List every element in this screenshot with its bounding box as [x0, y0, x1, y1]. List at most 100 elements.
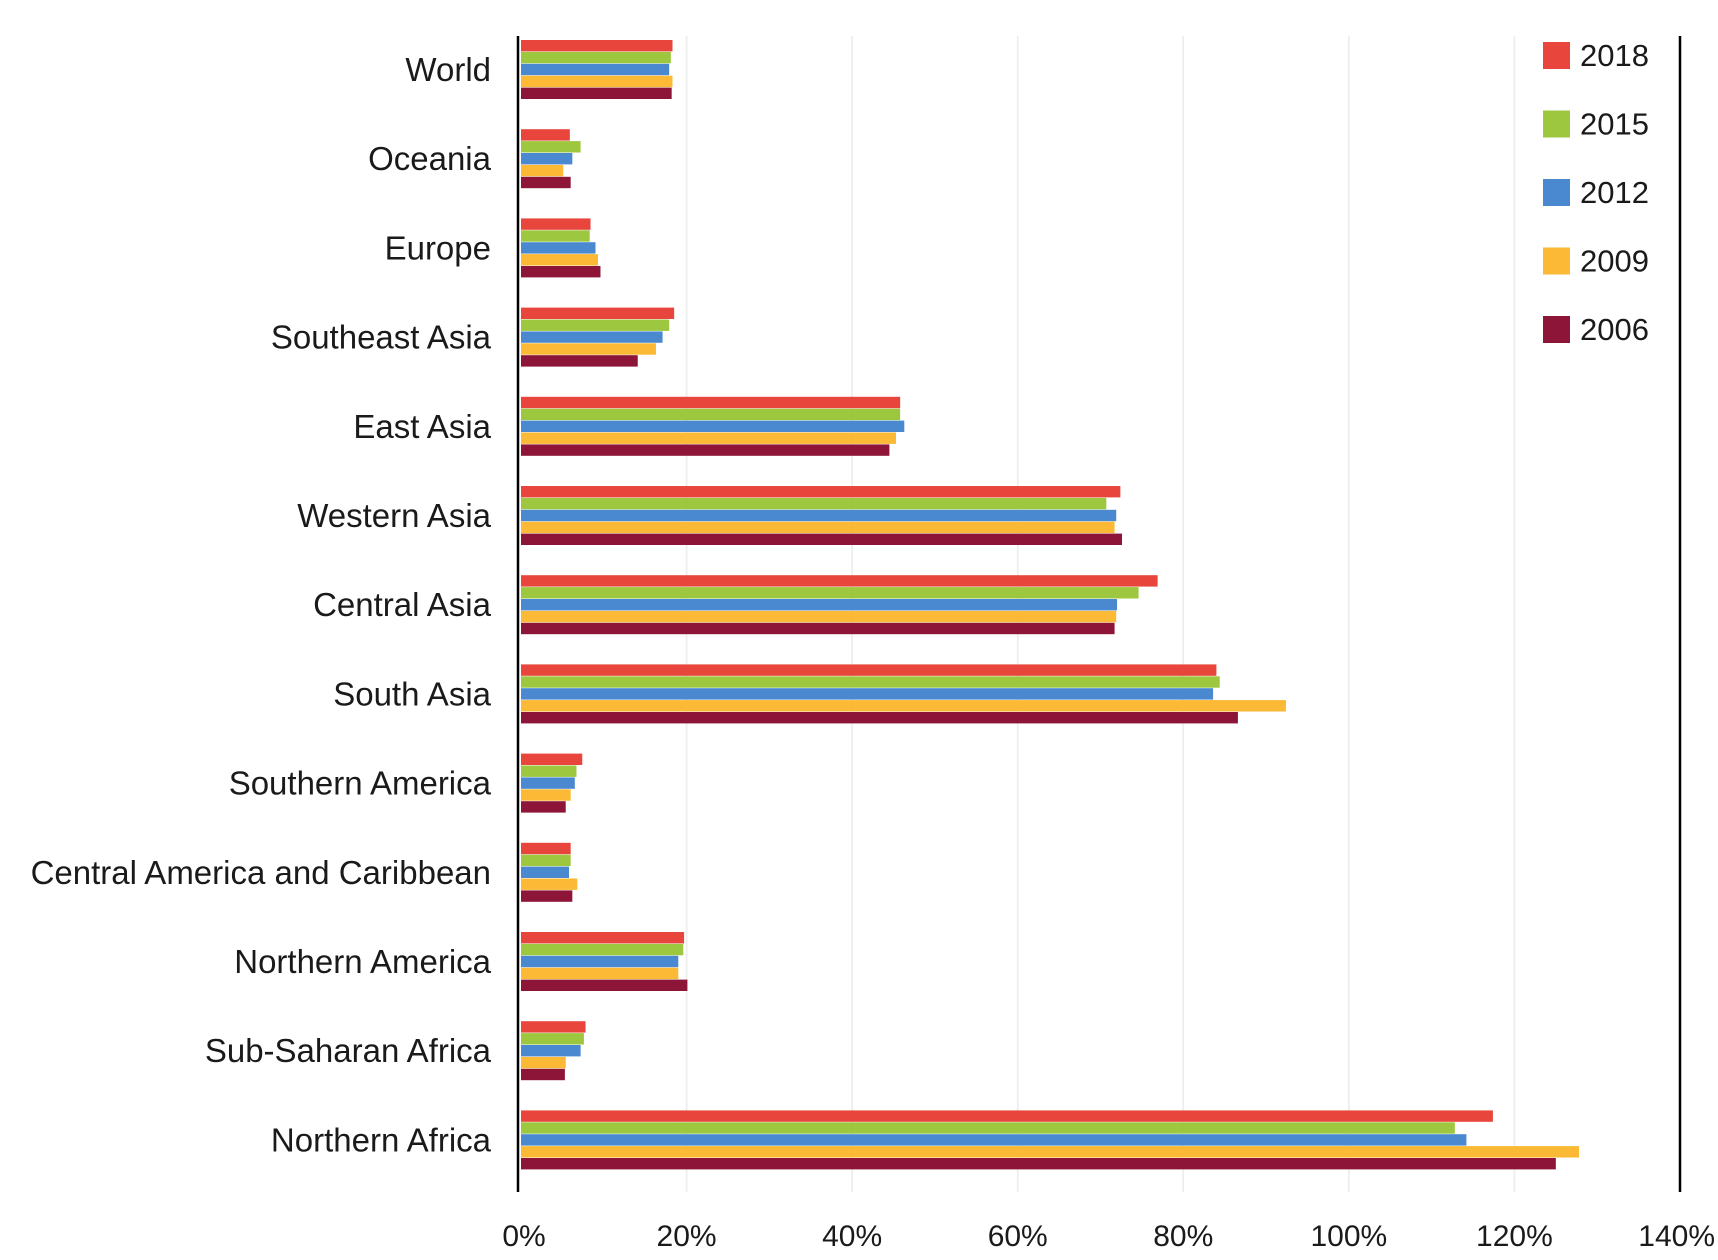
- bar-2006-2: [521, 266, 601, 278]
- bar-2009-8: [521, 789, 571, 801]
- category-label: Southern America: [229, 765, 492, 802]
- bar-2018-10: [521, 932, 685, 944]
- bar-2015-9: [521, 854, 571, 867]
- bar-2015-8: [521, 765, 577, 777]
- legend-swatch-2018: [1543, 42, 1570, 69]
- bar-2009-11: [521, 1056, 566, 1069]
- category-label: Central Asia: [313, 586, 492, 623]
- legend-swatch-2006: [1543, 316, 1570, 343]
- bar-2009-0: [521, 75, 673, 88]
- bar-2006-11: [521, 1068, 565, 1081]
- bar-2015-10: [521, 943, 684, 956]
- bar-2006-3: [521, 355, 638, 367]
- category-labels: World Oceania Europe Southeast Asia East Asi…: [31, 51, 492, 1158]
- legend-label: 2009: [1580, 244, 1649, 279]
- bar-2015-12: [521, 1122, 1455, 1134]
- bar-2012-1: [521, 153, 573, 165]
- bar-2012-12: [521, 1134, 1467, 1146]
- axes: [516, 36, 1682, 1192]
- legend-label: 2012: [1580, 175, 1649, 210]
- category-label: Sub-Saharan Africa: [205, 1032, 492, 1069]
- category-label: Northern America: [234, 943, 491, 980]
- bar-2009-12: [521, 1146, 1580, 1158]
- category-label: Europe: [385, 229, 491, 266]
- bar-2012-6: [521, 599, 1118, 611]
- x-tick-label: 0%: [502, 1220, 545, 1253]
- bar-2012-5: [521, 509, 1117, 522]
- bar-2006-4: [521, 444, 890, 456]
- legend-label: 2018: [1580, 38, 1649, 73]
- category-label: Oceania: [368, 140, 492, 177]
- bar-2009-2: [521, 254, 598, 266]
- bar-2012-10: [521, 955, 679, 968]
- bar-2009-1: [521, 164, 564, 177]
- category-label: Central America and Caribbean: [31, 854, 491, 891]
- bar-2015-3: [521, 319, 670, 331]
- category-label: World: [405, 51, 491, 88]
- bar-2012-4: [521, 420, 905, 432]
- x-tick-label: 40%: [822, 1220, 882, 1253]
- bar-2009-9: [521, 878, 578, 890]
- bar-2015-7: [521, 676, 1220, 688]
- category-label: Western Asia: [297, 497, 491, 534]
- bar-2018-9: [521, 842, 571, 855]
- category-label: South Asia: [333, 675, 491, 712]
- bars: [521, 40, 1580, 1170]
- bar-2012-11: [521, 1045, 581, 1057]
- bar-2015-1: [521, 141, 581, 153]
- bar-2012-2: [521, 242, 596, 254]
- bar-2006-10: [521, 979, 688, 991]
- bar-2015-0: [521, 51, 671, 64]
- legend-swatch-2015: [1543, 110, 1570, 138]
- bar-2018-4: [521, 396, 901, 409]
- bar-2009-6: [521, 610, 1117, 623]
- bar-2012-0: [521, 63, 670, 76]
- legend: 2018 2015 2012 2009 2006: [1543, 38, 1649, 347]
- x-tick-label: 60%: [988, 1220, 1048, 1253]
- bar-2009-3: [521, 343, 656, 355]
- bar-2018-0: [521, 40, 673, 52]
- x-tick-label: 20%: [657, 1220, 717, 1253]
- bar-2009-4: [521, 432, 897, 444]
- legend-swatch-2009: [1543, 247, 1570, 275]
- bar-2015-11: [521, 1033, 584, 1045]
- bar-2006-0: [521, 87, 672, 99]
- x-tick-label: 120%: [1476, 1220, 1553, 1253]
- category-label: Northern Africa: [271, 1121, 492, 1158]
- legend-swatch-2012: [1543, 179, 1570, 206]
- bar-2006-12: [521, 1158, 1556, 1170]
- bar-2009-5: [521, 521, 1115, 534]
- bar-2018-1: [521, 129, 570, 141]
- bar-2012-9: [521, 866, 570, 878]
- bar-2018-11: [521, 1021, 586, 1033]
- x-tick-labels: 0% 20% 40% 60% 80% 100% 120% 140%: [502, 1220, 1715, 1253]
- legend-label: 2015: [1580, 107, 1649, 142]
- category-label: East Asia: [353, 408, 491, 445]
- bar-2006-7: [521, 712, 1238, 724]
- bar-2012-3: [521, 331, 663, 343]
- bar-2006-8: [521, 801, 566, 813]
- bar-2009-10: [521, 967, 679, 980]
- bar-2018-7: [521, 664, 1217, 676]
- bar-2018-5: [521, 486, 1121, 498]
- bar-2015-2: [521, 230, 590, 242]
- x-tick-label: 100%: [1310, 1220, 1387, 1253]
- x-tick-label: 140%: [1638, 1220, 1715, 1253]
- bar-2015-5: [521, 497, 1107, 510]
- bar-2006-1: [521, 176, 571, 189]
- bar-2018-8: [521, 753, 583, 765]
- category-label: Southeast Asia: [271, 319, 492, 356]
- bar-2015-4: [521, 408, 901, 421]
- bar-2018-12: [521, 1110, 1493, 1122]
- x-tick-label: 80%: [1153, 1220, 1213, 1253]
- bar-2018-3: [521, 307, 675, 319]
- bar-2015-6: [521, 587, 1139, 599]
- legend-label: 2006: [1580, 312, 1649, 347]
- bar-2018-2: [521, 218, 591, 230]
- bar-2012-7: [521, 688, 1214, 700]
- bar-2006-6: [521, 622, 1115, 635]
- bar-2012-8: [521, 777, 575, 789]
- bar-2006-5: [521, 533, 1123, 545]
- bar-2006-9: [521, 890, 573, 902]
